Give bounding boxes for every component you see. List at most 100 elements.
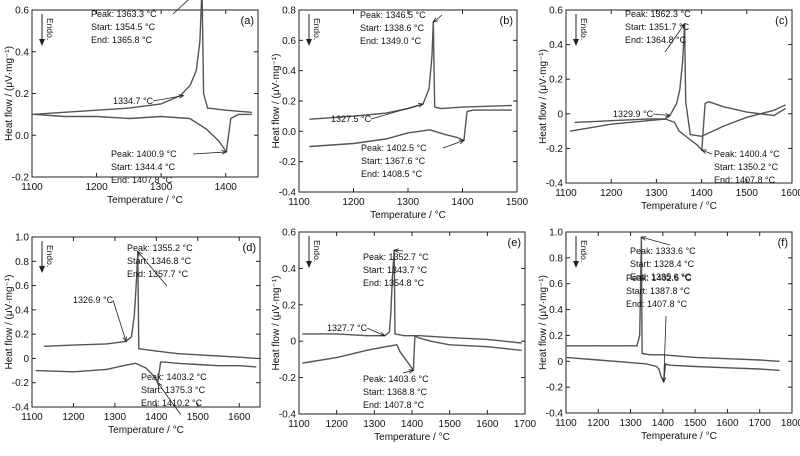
x-tick-label: 1700 [749,418,772,429]
data-point [106,343,108,345]
data-point [255,357,257,360]
annotation-leader [157,382,182,416]
annotation-line: Peak: 1363.3 °C [91,9,157,19]
endo-arrow-head [573,261,579,268]
data-point [366,335,368,337]
data-point [336,356,338,359]
y-tick-label: 0.0 [15,131,29,142]
y-tick-label: 0.6 [282,228,296,239]
annotation-line: Peak: 1346.5 °C [360,10,426,20]
x-tick-label: 1200 [600,188,623,199]
data-point [428,88,430,90]
data-point [646,118,648,120]
data-point [352,142,355,145]
annotation-line: Start: 1350.2 °C [714,162,779,172]
data-point [34,113,36,115]
plot-frame [565,9,793,184]
annotation-line: Start: 1367.6 °C [361,156,426,166]
annotation-line: 1334.7 °C [113,96,154,106]
data-point [153,376,155,378]
dsc-curve [302,249,522,344]
annotation-line: Peak: 1400.4 °C [714,149,780,159]
annotation-arrowhead [680,22,686,29]
data-point [449,336,451,339]
y-tick-label: 0.2 [549,331,563,342]
peak-annotation: 1334.7 °C [113,94,185,106]
annotation-leader [137,251,168,287]
annotation-leader [641,236,671,246]
data-point [128,107,130,109]
data-point [388,331,390,333]
y-tick-label: 1.0 [15,233,29,244]
data-point [510,104,513,107]
y-tick-label: 0.4 [549,40,563,51]
y-tick-label: -0.2 [12,378,30,389]
data-point [689,133,691,136]
data-point [639,283,642,285]
data-point [658,368,660,370]
data-point [195,69,197,72]
annotation-line: End: 1408.5 °C [361,169,423,179]
data-point [133,315,135,317]
annotation-arrowhead [393,248,400,253]
dsc-panel: 1100 1200 1300 1400 1500 1600 1700 1800 -0.4 -0.2… [538,228,800,443]
x-tick-label: 1700 [514,419,537,430]
data-point [31,113,33,115]
data-point [723,125,725,127]
annotation-arrowhead [417,103,424,108]
annotation-arrowhead [665,112,671,118]
data-point [486,346,488,348]
data-point [636,345,638,347]
panel-label: (e) [508,237,521,249]
x-tick-label: 1500 [736,188,759,199]
y-tick-label: 0.2 [15,89,29,100]
annotation-line: End: 1407.8 °C [111,175,173,185]
y-tick-label: 0.4 [282,66,296,77]
endo-label: Endo. [579,18,589,40]
endo-label: Endo. [45,245,55,267]
annotation-line: Start: 1351.7 °C [625,22,690,32]
x-tick-label: 1200 [587,418,610,429]
annotation-arrowhead [700,149,707,154]
endo-arrow-head [39,266,45,273]
dsc-curve [35,113,252,153]
data-point [396,344,398,346]
x-tick-label: 1300 [397,197,420,208]
data-point [662,354,664,356]
x-tick-label: 1600 [781,188,800,199]
annotation-line: Start: 1343.7 °C [363,265,428,275]
y-tick-label: -0.2 [546,144,564,155]
data-point [391,276,394,279]
x-axis-label: Temperature / °C [108,425,184,436]
y-tick-label: 0.6 [15,281,29,292]
y-tick-label: 0 [23,354,29,365]
x-tick-label: 1100 [555,188,577,199]
annotation-line: Peak: 1333.6 °C [630,246,696,256]
endo-arrow-head [39,39,45,46]
data-point [130,335,133,338]
data-point [449,344,451,346]
annotation-line: Start: 1344.4 °C [111,162,176,172]
y-tick-label: -0.2 [279,157,297,168]
data-point [655,365,658,368]
data-point [336,333,338,335]
endo-label: Endo. [312,240,322,262]
dsc-panel: 1100 1200 1300 1400 -0.2 0.0 0.2 0.4 0.6 Temperat… [4,0,259,206]
data-point [639,334,641,337]
y-tick-label: 0.4 [549,305,563,316]
annotation-line: End: 1357.7 °C [127,269,189,279]
y-tick-label: 0.2 [282,300,296,311]
x-tick-label: 1100 [555,418,577,429]
data-point [660,376,662,378]
y-tick-label: 0.6 [549,279,563,290]
peak-annotation: Peak: 1352.7 °C Start: 1343.7 °C End: 1354… [363,248,429,288]
data-point [472,109,474,111]
data-point [429,129,431,131]
data-point [707,101,709,103]
data-point [696,144,698,146]
data-point [160,115,162,118]
y-tick-label: -0.4 [279,188,297,199]
dsc-curve [566,236,780,362]
data-point [610,123,612,125]
